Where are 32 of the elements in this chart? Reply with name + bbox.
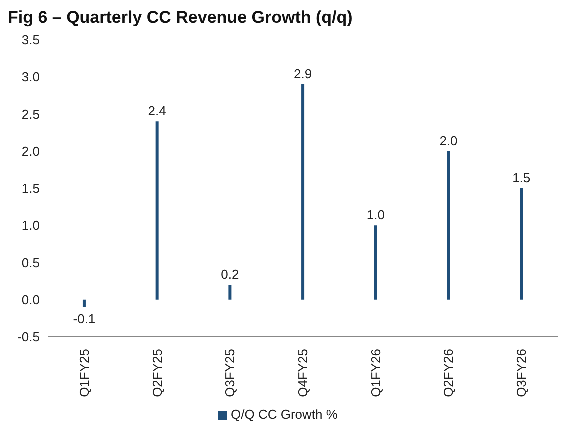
bar (228, 285, 232, 300)
y-tick-label: 2.5 (22, 106, 40, 122)
data-label: 2.9 (294, 66, 312, 82)
x-tick-label: Q3FY26 (514, 349, 530, 398)
y-tick-label: 3.5 (22, 32, 40, 48)
bar (82, 300, 86, 308)
y-tick-label: 3.0 (22, 70, 40, 85)
x-tick-label: Q2FY25 (150, 349, 165, 398)
y-tick-label: 0.5 (22, 255, 40, 270)
y-tick-label: 2.0 (22, 144, 40, 159)
bar (302, 84, 305, 300)
data-label: 0.2 (221, 267, 240, 282)
bar (156, 122, 159, 300)
data-label: -0.1 (73, 311, 96, 326)
x-tick-label: Q2FY26 (441, 349, 456, 398)
bar (447, 151, 450, 300)
legend-label: Q/Q CC Growth % (231, 407, 338, 422)
chart-title: Fig 6 – Quarterly CC Revenue Growth (q/q) (8, 8, 354, 29)
y-tick-label: 0.0 (22, 292, 40, 308)
data-label: 2.0 (440, 133, 458, 148)
bar (520, 188, 524, 300)
bar (374, 226, 378, 300)
y-tick-label: 1.5 (22, 181, 40, 196)
data-label: 1.5 (512, 170, 531, 186)
x-tick-label: Q4FY25 (296, 349, 310, 398)
x-tick-label: Q1FY25 (76, 349, 92, 398)
y-tick-label: 1.0 (22, 218, 40, 234)
x-tick-label: Q3FY25 (222, 349, 238, 398)
x-tick-label: Q1FY26 (368, 349, 384, 398)
data-label: 1.0 (366, 208, 385, 223)
data-label: 2.4 (148, 104, 166, 119)
y-tick-label: -0.5 (18, 330, 40, 345)
